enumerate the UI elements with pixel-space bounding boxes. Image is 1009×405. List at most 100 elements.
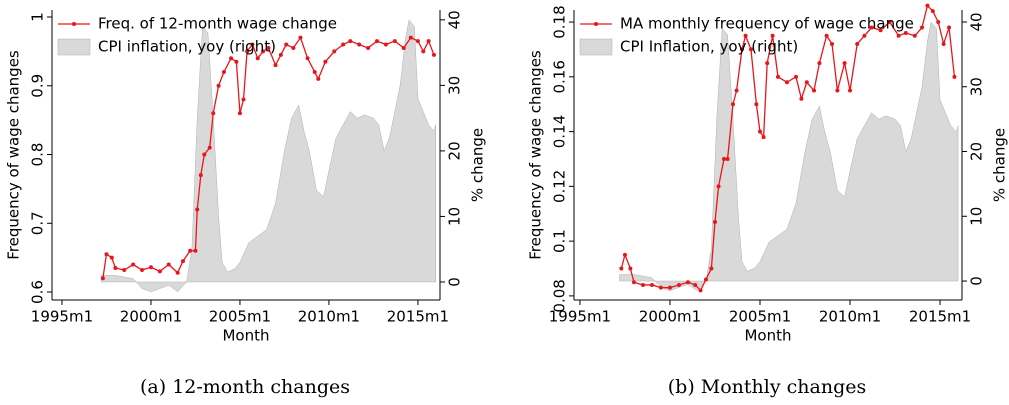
x-tick-label: 1995m1 — [549, 308, 611, 326]
panel: 1995m1 2000m1 2005m1 2010m1 2015m1 0.6 0.7 0.8 0… — [5, 10, 487, 398]
marker — [842, 61, 847, 66]
x-tick-label: 2015m1 — [909, 308, 971, 326]
marker — [122, 268, 127, 273]
marker — [631, 280, 636, 285]
marker — [113, 265, 118, 270]
marker — [180, 259, 185, 264]
marker — [658, 285, 663, 290]
y-tick-label: 0.18 — [551, 5, 569, 38]
marker — [757, 129, 762, 134]
marker — [341, 42, 346, 47]
marker — [765, 61, 770, 66]
legend-label: MA monthly frequency of wage change — [620, 15, 914, 33]
marker — [237, 111, 242, 116]
x-tick-label: 2015m1 — [387, 308, 449, 326]
panel: 1995m1 2000m1 2005m1 2010m1 2015m1 0.08 0.1 0.1… — [527, 3, 1009, 398]
marker — [703, 277, 708, 282]
x-axis-title: Month — [222, 327, 269, 345]
marker — [770, 33, 775, 38]
marker — [743, 33, 748, 38]
marker — [725, 156, 730, 161]
marker — [131, 262, 136, 267]
marker — [912, 33, 917, 38]
marker — [392, 39, 397, 44]
marker — [166, 262, 171, 267]
marker — [799, 96, 804, 101]
marker — [323, 59, 328, 64]
marker — [100, 276, 105, 281]
y-axis-title: Frequency of wage changes — [5, 50, 23, 260]
marker — [930, 9, 935, 14]
y2-tick-label: 10 — [968, 207, 986, 226]
marker — [216, 83, 221, 88]
legend-label: Freq. of 12-month wage change — [98, 15, 337, 33]
y2-tick-label: 30 — [968, 77, 986, 96]
marker — [748, 47, 753, 52]
marker — [366, 45, 371, 50]
marker — [739, 47, 744, 52]
y-tick-label: 0.08 — [551, 279, 569, 312]
marker — [721, 156, 726, 161]
marker — [640, 282, 645, 287]
legend-swatch — [57, 38, 91, 56]
marker — [316, 76, 321, 81]
marker — [261, 49, 266, 54]
marker — [415, 39, 420, 44]
marker — [229, 56, 234, 61]
marker — [817, 61, 822, 66]
marker — [234, 59, 239, 64]
marker — [835, 88, 840, 93]
marker — [211, 111, 216, 116]
marker — [245, 49, 250, 54]
marker — [628, 266, 633, 271]
marker — [925, 3, 930, 8]
area — [100, 19, 436, 293]
marker — [855, 41, 860, 46]
marker — [947, 25, 952, 30]
marker — [830, 41, 835, 46]
x-tick-label: 2005m1 — [209, 308, 271, 326]
marker — [869, 25, 874, 30]
caption: (b) Monthly changes — [668, 376, 866, 398]
legend-label: CPI Inflation, yoy (right) — [620, 38, 798, 56]
marker — [348, 39, 353, 44]
y2-tick-label: 40 — [446, 10, 464, 29]
caption: (a) 12-month changes — [140, 376, 350, 398]
legend-label: CPI inflation, yoy (right) — [98, 38, 276, 56]
marker — [305, 56, 310, 61]
marker — [157, 269, 162, 274]
marker — [241, 97, 246, 102]
marker — [175, 270, 180, 275]
marker — [332, 49, 337, 54]
marker — [754, 102, 759, 107]
marker — [374, 39, 379, 44]
y2-axis-title: % change — [991, 128, 1009, 202]
marker — [622, 252, 627, 257]
y-tick-label: 0.6 — [29, 280, 47, 304]
marker — [109, 255, 114, 260]
y-axis-title: Frequency of wage changes — [527, 50, 545, 260]
marker — [685, 280, 690, 285]
marker — [383, 42, 388, 47]
marker — [188, 248, 193, 253]
marker — [941, 41, 946, 46]
marker — [649, 282, 654, 287]
y2-tick-label: 40 — [968, 12, 986, 31]
marker — [426, 39, 431, 44]
marker — [804, 80, 809, 85]
marker — [761, 135, 766, 140]
marker — [952, 74, 957, 79]
y2-tick-label: 0 — [968, 276, 986, 286]
marker — [298, 35, 303, 40]
marker — [698, 288, 703, 293]
y-tick-label: 0.1 — [551, 229, 569, 253]
x-tick-label: 2010m1 — [819, 308, 881, 326]
marker — [619, 266, 624, 271]
marker — [284, 42, 289, 47]
marker — [408, 35, 413, 40]
legend-swatch — [594, 22, 598, 26]
x-axis-title: Month — [744, 327, 791, 345]
marker — [730, 102, 735, 107]
marker — [207, 145, 212, 150]
area — [619, 21, 959, 292]
